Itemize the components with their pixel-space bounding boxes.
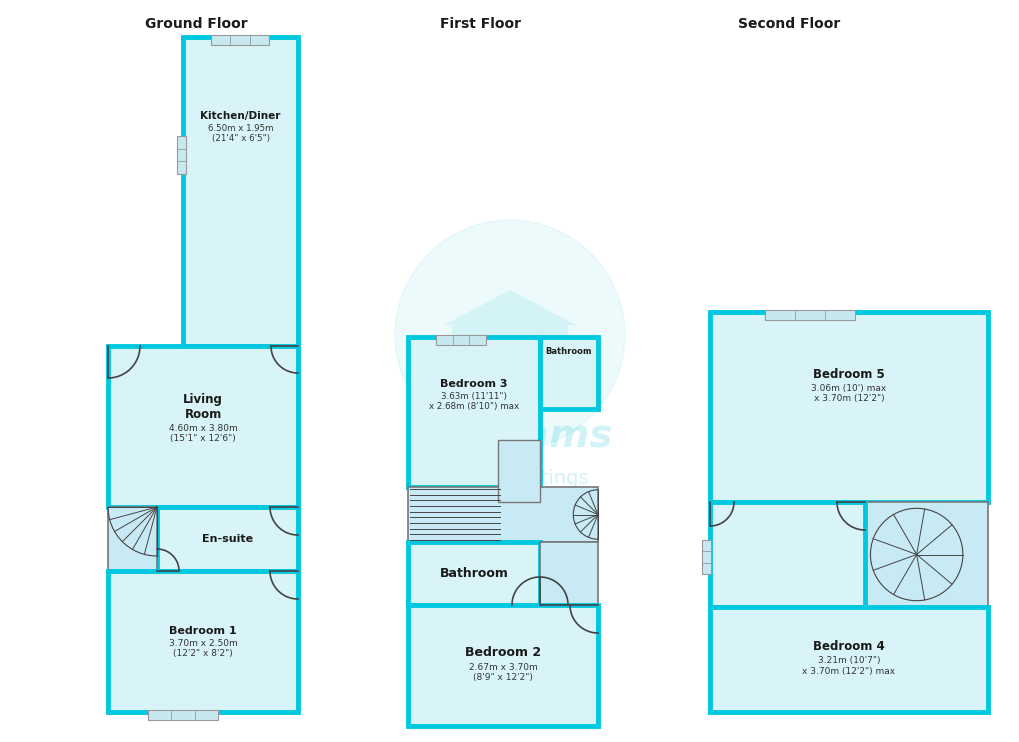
Text: 3.63m (11'11")
x 2.68m (8'10") max: 3.63m (11'11") x 2.68m (8'10") max (429, 392, 519, 411)
Bar (497, 440, 539, 502)
Text: Bedroom 1: Bedroom 1 (169, 626, 236, 635)
Text: Sales & Lettings: Sales & Lettings (431, 468, 588, 487)
Text: First Floor: First Floor (439, 17, 521, 31)
Text: 2.67m x 3.70m
(8'9" x 12'2"): 2.67m x 3.70m (8'9" x 12'2") (468, 663, 537, 682)
Text: Living
Room: Living Room (182, 393, 223, 421)
Bar (709, 502, 864, 607)
Bar (701, 540, 710, 574)
Text: 3.70m x 2.50m
(12'2" x 8'2"): 3.70m x 2.50m (12'2" x 8'2") (168, 639, 237, 658)
Polygon shape (451, 325, 568, 375)
Bar (435, 335, 485, 345)
Bar (408, 605, 597, 726)
Bar (182, 37, 298, 346)
Text: Tristrams: Tristrams (407, 416, 612, 454)
Text: Bedroom 5: Bedroom 5 (812, 368, 884, 381)
Text: Bathroom: Bathroom (439, 567, 507, 580)
Bar (709, 312, 987, 502)
Text: En-suite: En-suite (202, 534, 253, 544)
Bar (864, 502, 987, 607)
Bar (148, 710, 218, 720)
Bar (211, 35, 269, 45)
Bar (764, 310, 854, 320)
Text: Bedroom 3: Bedroom 3 (440, 378, 507, 389)
Text: 4.60m x 3.80m
(15'1" x 12'6"): 4.60m x 3.80m (15'1" x 12'6") (168, 424, 237, 443)
Text: Bedroom 4: Bedroom 4 (812, 640, 884, 654)
Bar (408, 542, 539, 605)
Bar (539, 337, 597, 409)
Text: 3.21m (10'7")
x 3.70m (12'2") max: 3.21m (10'7") x 3.70m (12'2") max (802, 657, 895, 676)
Bar (157, 507, 298, 571)
Text: Bedroom 2: Bedroom 2 (465, 646, 540, 660)
Bar (408, 487, 597, 542)
Polygon shape (483, 335, 536, 375)
Bar (108, 346, 298, 507)
Bar (108, 507, 157, 571)
Circle shape (394, 220, 625, 450)
Bar (408, 337, 539, 487)
Polygon shape (443, 290, 576, 325)
Bar (177, 136, 185, 174)
Bar (709, 607, 987, 712)
Text: Second Floor: Second Floor (738, 17, 840, 31)
Text: 6.50m x 1.95m
(21'4" x 6'5"): 6.50m x 1.95m (21'4" x 6'5") (208, 123, 273, 143)
Text: Kitchen/Diner: Kitchen/Diner (200, 111, 280, 120)
Text: Ground Floor: Ground Floor (145, 17, 248, 31)
Bar (108, 571, 298, 712)
Text: Bathroom: Bathroom (545, 347, 592, 356)
Text: 3.06m (10') max
x 3.70m (12'2"): 3.06m (10') max x 3.70m (12'2") (810, 384, 886, 404)
Bar (539, 542, 597, 605)
